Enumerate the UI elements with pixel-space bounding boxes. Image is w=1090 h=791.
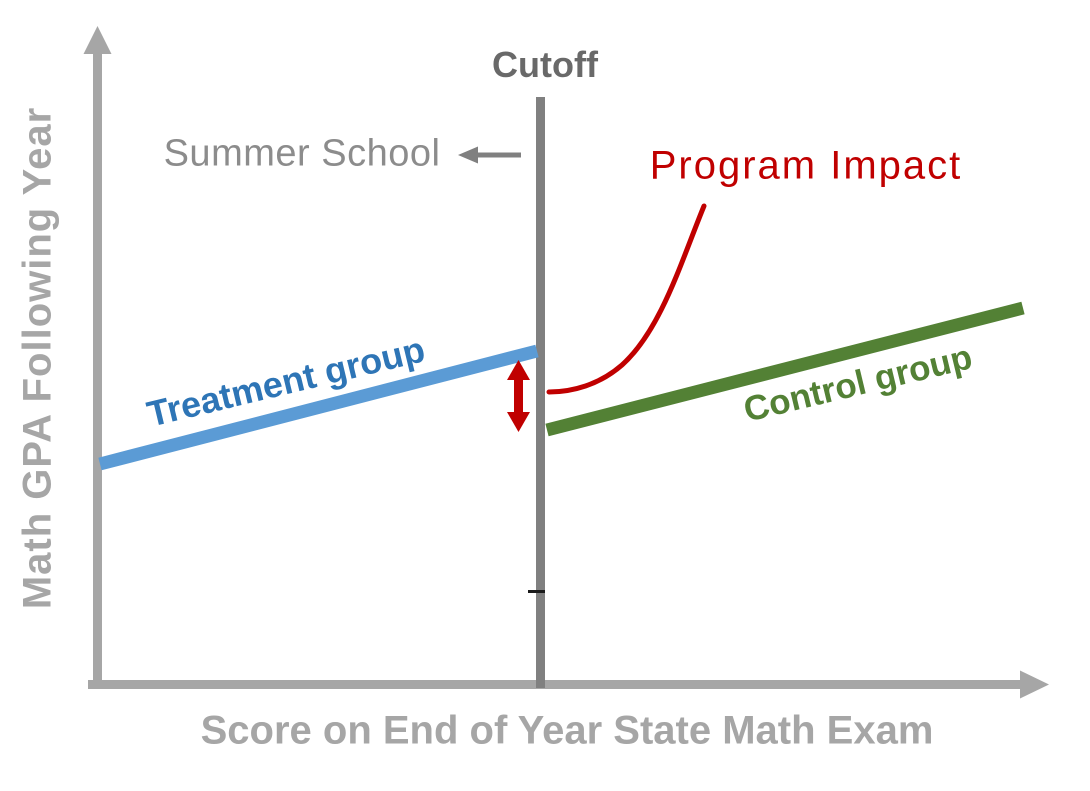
x-axis-arrowhead-icon: [1020, 670, 1049, 699]
y-axis-label: Math GPA Following Year: [15, 106, 60, 610]
control-group-line: [545, 301, 1025, 437]
x-axis-label: Score on End of Year State Math Exam: [200, 708, 934, 753]
gap-arrow-up-head-icon: [507, 360, 530, 380]
y-axis-arrowhead-icon: [83, 26, 112, 54]
cutoff-label: Cutoff: [492, 44, 598, 85]
program-impact-leader-curve: [546, 203, 707, 395]
treatment-group-line: [98, 344, 539, 471]
summer-school-arrowhead-icon: [458, 146, 478, 164]
program-impact-label: Program Impact: [649, 143, 963, 188]
gap-arrow-down-head-icon: [507, 412, 530, 432]
summer-school-label: Summer School: [163, 132, 441, 175]
